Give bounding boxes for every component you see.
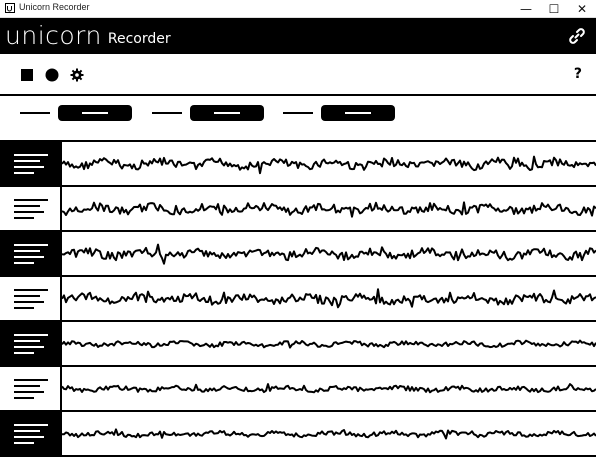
channel-lines-icon [14, 154, 48, 174]
channel-lines-icon [14, 379, 48, 399]
channel-waveform [62, 243, 596, 265]
channel-label-button[interactable] [0, 277, 62, 320]
channel-label-button[interactable] [0, 412, 62, 455]
channel-lines-icon [14, 244, 48, 264]
help-button[interactable]: ? [573, 66, 582, 82]
stop-icon[interactable] [20, 68, 34, 82]
app-header: unicorn Recorder [0, 18, 596, 54]
waveform-trace [62, 155, 596, 175]
channel-waveform [62, 288, 596, 309]
signal-channels [0, 142, 596, 457]
window-title: Unicorn Recorder [19, 2, 90, 12]
maximize-button[interactable]: ☐ [548, 1, 560, 16]
channel-label-button[interactable] [0, 187, 62, 230]
logo-subtitle: Recorder [107, 31, 171, 47]
scale-slider-2[interactable] [190, 105, 264, 121]
waveform-trace [62, 288, 596, 309]
channel-row [0, 232, 596, 277]
waveform-trace [62, 339, 596, 349]
channel-label-button[interactable] [0, 367, 62, 410]
record-icon[interactable] [45, 68, 59, 82]
scale-line [283, 112, 313, 114]
channel-lines-icon [14, 334, 48, 354]
waveform-trace [62, 428, 596, 440]
channel-row [0, 322, 596, 367]
scale-slider-1[interactable] [58, 105, 132, 121]
channel-row [0, 412, 596, 457]
channel-lines-icon [14, 289, 48, 309]
link-icon[interactable] [568, 27, 586, 45]
channel-row [0, 187, 596, 232]
app-icon [5, 3, 15, 13]
channel-waveform [62, 201, 596, 218]
channel-row [0, 277, 596, 322]
app-logo: unicorn Recorder [5, 23, 171, 49]
logo-wordmark: unicorn [5, 21, 102, 50]
channel-row [0, 142, 596, 187]
channel-lines-icon [14, 424, 48, 444]
channel-waveform [62, 155, 596, 175]
gear-icon[interactable] [70, 68, 84, 82]
channel-row [0, 367, 596, 412]
scale-slider-3[interactable] [321, 105, 395, 121]
scale-line [20, 112, 50, 114]
channel-lines-icon [14, 199, 48, 219]
waveform-trace [62, 243, 596, 265]
toolbar: ? [0, 54, 596, 96]
channel-label-button[interactable] [0, 232, 62, 275]
channel-waveform [62, 428, 596, 440]
channel-label-button[interactable] [0, 142, 62, 185]
minimize-button[interactable]: — [520, 1, 532, 16]
window-titlebar: Unicorn Recorder — ☐ ✕ [0, 0, 596, 18]
channel-waveform [62, 339, 596, 349]
waveform-trace [62, 201, 596, 218]
channel-waveform [62, 383, 596, 394]
scale-controls [0, 96, 596, 142]
channel-label-button[interactable] [0, 322, 62, 365]
scale-line [152, 112, 182, 114]
waveform-trace [62, 383, 596, 394]
close-button[interactable]: ✕ [576, 1, 588, 16]
